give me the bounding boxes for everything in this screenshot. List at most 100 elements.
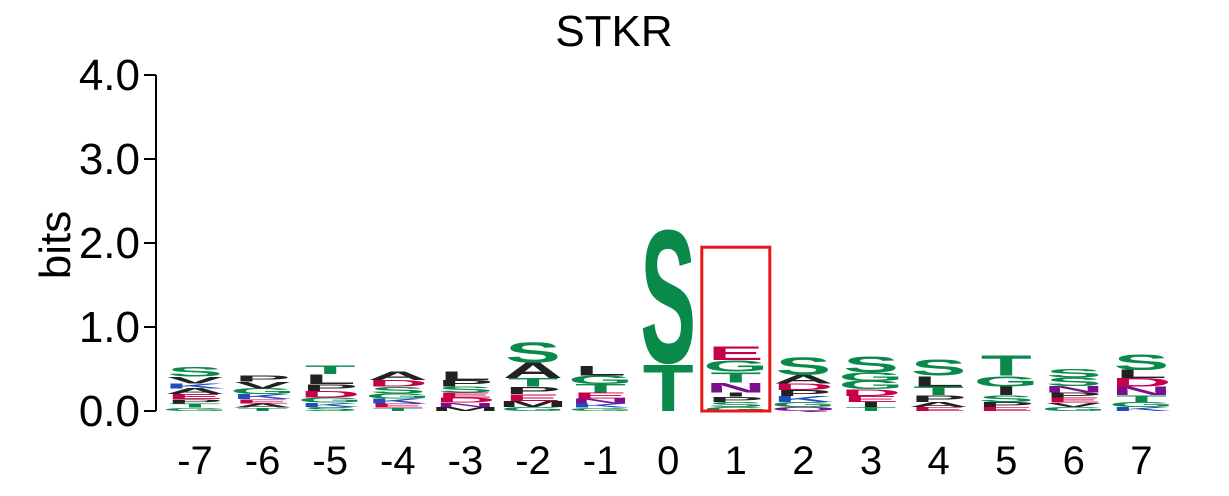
logo-letter-G: G — [974, 373, 1039, 390]
logo-letter-I: I — [995, 385, 1018, 398]
logo-letter-K: K — [368, 397, 429, 405]
logo-letter-P: P — [438, 378, 494, 388]
logo-letter-S: S — [911, 355, 967, 381]
logo-letter-S: S — [505, 337, 561, 369]
logo-letter-G: G — [298, 396, 363, 404]
logo-letter-G: G — [163, 407, 228, 412]
logo-letter-G: G — [703, 406, 768, 412]
logo-letter-E: E — [573, 391, 629, 400]
logo-letter-T: T — [913, 385, 964, 398]
logo-letter-S: S — [1114, 350, 1170, 374]
logo-letter-G: G — [568, 407, 633, 412]
logo-letter-T: T — [981, 350, 1032, 382]
x-tick-label: 3 — [860, 439, 882, 483]
x-tick-label: 5 — [995, 439, 1017, 483]
logo-letter-K: K — [1111, 406, 1172, 412]
logo-letter-P: P — [167, 398, 223, 404]
logo-letter-E: E — [978, 406, 1034, 412]
logo-letter-S: S — [640, 191, 696, 403]
logo-letter-A: A — [233, 402, 293, 408]
logo-letter-M: M — [498, 399, 567, 408]
logo-letter-D: D — [1111, 376, 1171, 389]
logo-letter-T: T — [710, 369, 761, 386]
logo-letter-E: E — [843, 394, 899, 403]
logo-letter-L: L — [440, 369, 491, 382]
logo-letter-I: I — [859, 400, 882, 408]
logo-letter-N: N — [571, 397, 631, 405]
logo-letter-L: L — [305, 372, 356, 388]
logo-letter-E: E — [1046, 396, 1102, 404]
logo-letter-M: M — [431, 406, 500, 412]
logo-letter-V: V — [167, 375, 223, 385]
logo-letter-T: T — [305, 364, 356, 377]
logo-letter-L: L — [1116, 368, 1167, 381]
logo-letter-N: N — [706, 380, 766, 396]
y-tick-label: 0.0 — [79, 387, 140, 436]
logo-letter-P: P — [776, 389, 832, 398]
logo-letter-A: A — [909, 400, 969, 408]
logo-letter-S: S — [776, 352, 832, 380]
y-tick-label: 1.0 — [79, 303, 140, 352]
logo-letter-S: S — [302, 406, 358, 412]
logo-letter-G: G — [365, 392, 430, 400]
logo-letter-E: E — [911, 406, 967, 412]
x-tick-label: -3 — [448, 439, 484, 483]
logo-letter-P: P — [505, 385, 561, 397]
logo-letter-P: P — [911, 393, 967, 403]
logo-letter-S: S — [370, 385, 426, 395]
logo-letter-L: L — [913, 373, 964, 390]
logo-letter-E: E — [235, 398, 291, 404]
x-tick-label: 6 — [1063, 439, 1085, 483]
x-tick-label: -2 — [515, 439, 551, 483]
logo-letter-T: T — [170, 402, 221, 408]
logo-letter-G: G — [568, 374, 633, 387]
chart-title: STKR — [555, 7, 672, 56]
logo-letter-D: D — [368, 378, 428, 388]
logo-letter-G: G — [771, 400, 836, 408]
logo-letter-G: G — [703, 357, 768, 375]
y-axis-label: bits — [31, 211, 80, 279]
logo-letter-G: G — [1109, 400, 1174, 408]
x-tick-label: 0 — [657, 439, 679, 483]
logo-letter-A: A — [165, 387, 225, 396]
x-axis: -7 -6 -5 -4 -3 -2 -1 0 1 2 3 4 5 6 7 — [177, 439, 1152, 483]
logo-letter-E: E — [370, 402, 426, 408]
x-tick-label: 2 — [792, 439, 814, 483]
x-tick-label: -5 — [312, 439, 348, 483]
logo-letter-K: K — [233, 393, 294, 401]
x-tick-label: 7 — [1130, 439, 1152, 483]
logo-letter-P: P — [978, 400, 1034, 408]
logo-letter-N: N — [1044, 384, 1104, 394]
x-tick-label: 1 — [725, 439, 747, 483]
y-axis: 0.0 1.0 2.0 3.0 4.0 — [79, 51, 157, 436]
logo-letter-G: G — [1041, 406, 1106, 412]
logo-letter-T: T — [508, 376, 559, 389]
logo-letter-A: A — [503, 358, 563, 382]
logo-letter-D: D — [841, 387, 901, 397]
logo-letter-E: E — [438, 391, 494, 399]
logo-letter-T: T — [372, 407, 423, 412]
logo-letter-N: N — [435, 402, 495, 408]
logo-letter-S: S — [843, 352, 899, 378]
y-tick-label: 4.0 — [79, 51, 140, 100]
logo-letter-A: A — [368, 369, 428, 382]
logo-letter-P: P — [708, 395, 764, 403]
highlight-box — [700, 245, 772, 413]
logo-letter-G: G — [839, 370, 904, 383]
logo-letter-K: K — [300, 402, 361, 408]
x-tick-label: -4 — [380, 439, 416, 483]
y-tick-label: 3.0 — [79, 135, 140, 184]
logo-letter-S: S — [167, 364, 223, 380]
logo-letter-L: L — [575, 363, 626, 379]
logo-letter-P: P — [235, 374, 291, 383]
logo-letter-D: D — [435, 396, 495, 404]
logo-letter-K: K — [773, 394, 834, 403]
logo-letter-P: P — [302, 382, 358, 392]
logo-letter-E: E — [167, 393, 223, 401]
logo-letter-T: T — [1116, 393, 1167, 403]
logo-letter-K: K — [571, 402, 632, 408]
logo-letter-G: G — [839, 379, 904, 392]
logo-letter-S: S — [978, 393, 1034, 403]
logo-letter-P: P — [1046, 391, 1102, 399]
